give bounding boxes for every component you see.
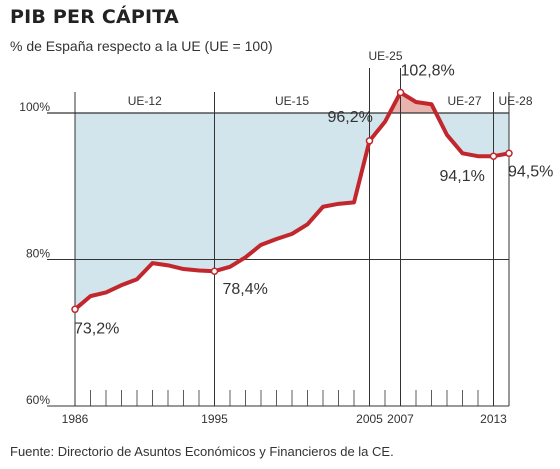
series-line-layer xyxy=(73,90,511,312)
chart-title: PIB PER CÁPITA xyxy=(10,6,179,28)
labels-layer: 60% 80% 100% 1986 1995 2005 2007 2013 UE-12 UE-15… xyxy=(19,49,553,426)
y-tick-label: 80% xyxy=(26,247,50,261)
chart-subtitle: % de España respecto a la UE (UE = 100) xyxy=(10,38,273,54)
period-label: UE-12 xyxy=(128,94,162,108)
source-note: Fuente: Directorio de Asuntos Económicos… xyxy=(10,444,394,459)
x-tick-label: 2005 xyxy=(356,412,383,426)
y-tick-label: 60% xyxy=(26,393,50,407)
x-tick-label: 1995 xyxy=(201,412,228,426)
highlight-points-layer xyxy=(71,88,513,314)
data-point-marker xyxy=(210,267,219,275)
data-point-marker xyxy=(489,152,498,160)
data-label: 94,1% xyxy=(440,168,485,185)
period-label: UE-27 xyxy=(447,94,481,108)
data-label: 78,4% xyxy=(223,281,268,298)
data-point-marker xyxy=(505,149,513,158)
x-tick-label: 2007 xyxy=(387,412,414,426)
series-line xyxy=(73,90,511,312)
data-point-marker xyxy=(71,305,79,314)
data-label: 102,8% xyxy=(401,62,455,79)
x-tick-label: 1986 xyxy=(62,412,89,426)
area-layer xyxy=(75,92,509,310)
area-above-reference xyxy=(389,92,436,113)
x-tick-label: 2013 xyxy=(480,412,507,426)
period-label: UE-28 xyxy=(498,94,532,108)
period-label: UE-15 xyxy=(275,94,309,108)
area-below-reference xyxy=(75,113,390,310)
data-label: 73,2% xyxy=(74,320,119,337)
y-tick-label: 100% xyxy=(19,100,50,114)
data-label: 96,2% xyxy=(328,109,373,126)
grid-layer xyxy=(47,68,510,407)
data-point-marker xyxy=(365,137,374,145)
area-below-reference xyxy=(435,113,509,157)
data-label: 94,5% xyxy=(508,163,553,180)
data-point-marker xyxy=(396,88,405,97)
period-label: UE-25 xyxy=(368,49,402,63)
